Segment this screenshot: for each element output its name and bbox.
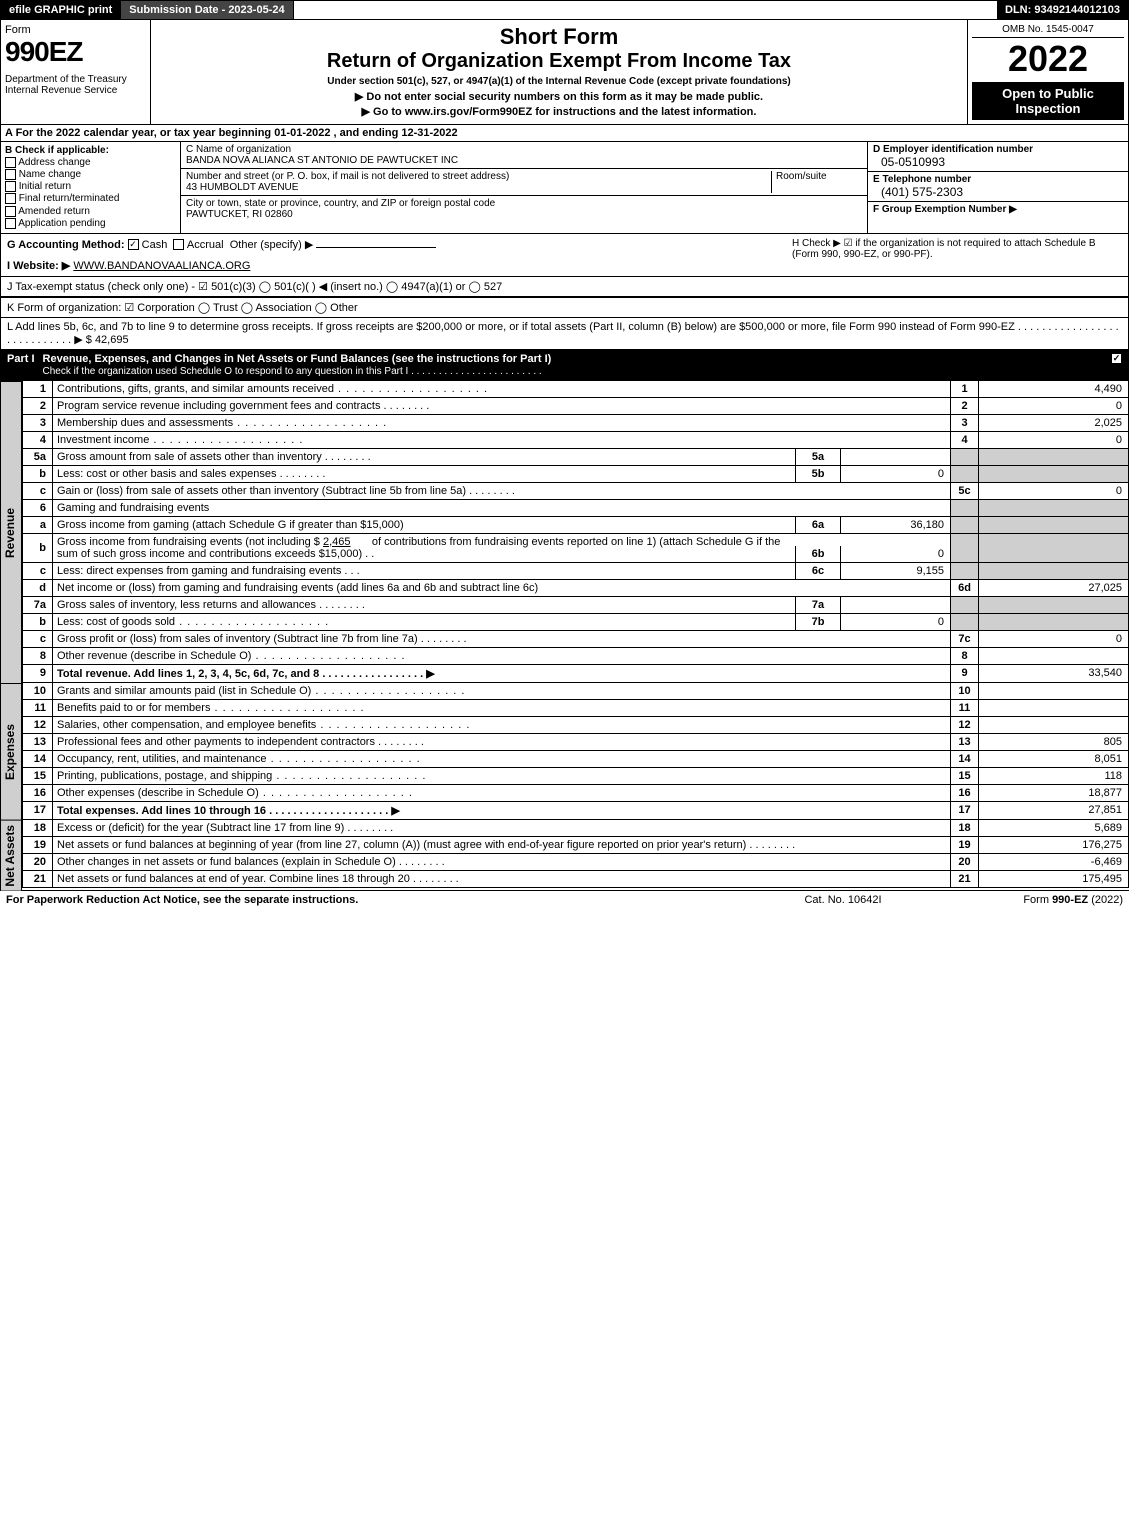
cb-cash[interactable] (128, 239, 139, 250)
val-14: 8,051 (979, 750, 1129, 767)
row-l: L Add lines 5b, 6c, and 7b to line 9 to … (0, 318, 1129, 350)
val-6b: 0 (840, 546, 950, 562)
form-label: Form (5, 24, 146, 36)
ssn-note: ▶ Do not enter social security numbers o… (157, 90, 961, 103)
footer-right: Form 990-EZ (2022) (943, 894, 1123, 906)
val-5b: 0 (840, 466, 950, 482)
revenue-table: 1Contributions, gifts, grants, and simil… (22, 381, 1129, 683)
val-21: 175,495 (979, 870, 1129, 887)
goto-note: ▶ Go to www.irs.gov/Form990EZ for instru… (157, 105, 961, 118)
short-form-title: Short Form (157, 24, 961, 50)
tax-year: 2022 (972, 38, 1124, 80)
val-18: 5,689 (979, 820, 1129, 837)
val-9: 33,540 (979, 664, 1129, 682)
form-number: 990EZ (5, 36, 146, 68)
val-4: 0 (979, 431, 1129, 448)
i-label: I Website: ▶ (7, 260, 70, 272)
expenses-sidebar: Expenses (0, 683, 22, 820)
val-10 (979, 683, 1129, 700)
room-label: Room/suite (772, 171, 862, 193)
val-12 (979, 716, 1129, 733)
expenses-table: 10Grants and similar amounts paid (list … (22, 683, 1129, 820)
street-label: Number and street (or P. O. box, if mail… (186, 171, 509, 182)
form-header: Form 990EZ Department of the Treasury In… (0, 20, 1129, 125)
val-17: 27,851 (979, 801, 1129, 819)
department: Department of the Treasury Internal Reve… (5, 74, 146, 96)
city-label: City or town, state or province, country… (186, 198, 495, 209)
val-15: 118 (979, 767, 1129, 784)
footer-left: For Paperwork Reduction Act Notice, see … (6, 894, 743, 906)
val-11 (979, 699, 1129, 716)
block-g-h: G Accounting Method: Cash Accrual Other … (0, 234, 1129, 277)
cb-application-pending[interactable]: Application pending (5, 218, 176, 229)
submission-date: Submission Date - 2023-05-24 (121, 1, 293, 19)
val-7b: 0 (840, 614, 950, 630)
part-1-label: Part I (7, 353, 43, 377)
section-b-thru-f: B Check if applicable: Address change Na… (0, 142, 1129, 234)
part-1-sub: Check if the organization used Schedule … (43, 366, 542, 377)
revenue-sidebar: Revenue (0, 381, 22, 683)
cb-accrual[interactable] (173, 239, 184, 250)
row-j: J Tax-exempt status (check only one) - ☑… (0, 277, 1129, 297)
omb-number: OMB No. 1545-0047 (972, 24, 1124, 38)
other-specify[interactable] (316, 247, 436, 248)
efile-label[interactable]: efile GRAPHIC print (1, 1, 121, 19)
e-label: E Telephone number (873, 174, 971, 185)
val-20: -6,469 (979, 853, 1129, 870)
part-1-checkbox[interactable] (1111, 353, 1122, 364)
c-name-label: C Name of organization (186, 144, 291, 155)
val-6c: 9,155 (840, 563, 950, 579)
val-6a: 36,180 (840, 517, 950, 533)
row-k: K Form of organization: ☑ Corporation ◯ … (0, 297, 1129, 318)
dln: DLN: 93492144012103 (997, 1, 1128, 19)
d-label: D Employer identification number (873, 144, 1033, 155)
website[interactable]: WWW.BANDANOVAALIANCA.ORG (73, 260, 250, 272)
org-name: BANDA NOVA ALIANCA ST ANTONIO DE PAWTUCK… (186, 155, 458, 166)
part-1-header: Part I Revenue, Expenses, and Changes in… (0, 350, 1129, 381)
cb-initial-return[interactable]: Initial return (5, 181, 176, 192)
l-value: 42,695 (95, 334, 129, 346)
val-7c: 0 (979, 630, 1129, 647)
ein: 05-0510993 (873, 155, 1123, 169)
page-footer: For Paperwork Reduction Act Notice, see … (0, 890, 1129, 909)
netassets-table: 18Excess or (deficit) for the year (Subt… (22, 820, 1129, 888)
cb-address-change[interactable]: Address change (5, 157, 176, 168)
val-2: 0 (979, 397, 1129, 414)
phone: (401) 575-2303 (873, 185, 1123, 199)
cb-final-return[interactable]: Final return/terminated (5, 193, 176, 204)
footer-mid: Cat. No. 10642I (743, 894, 943, 906)
g-label: G Accounting Method: (7, 239, 128, 251)
h-text: H Check ▶ ☑ if the organization is not r… (792, 238, 1122, 272)
val-13: 805 (979, 733, 1129, 750)
top-bar: efile GRAPHIC print Submission Date - 20… (0, 0, 1129, 20)
val-1: 4,490 (979, 381, 1129, 398)
b-label: B Check if applicable: (5, 145, 176, 156)
row-a-calendar-year: A For the 2022 calendar year, or tax yea… (0, 125, 1129, 142)
col-c-org-info: C Name of organization BANDA NOVA ALIANC… (181, 142, 868, 233)
val-19: 176,275 (979, 836, 1129, 853)
f-label: F Group Exemption Number ▶ (873, 204, 1017, 215)
under-section: Under section 501(c), 527, or 4947(a)(1)… (157, 76, 961, 87)
part-1-title: Revenue, Expenses, and Changes in Net As… (43, 353, 552, 365)
val-5c: 0 (979, 482, 1129, 499)
col-b-checkboxes: B Check if applicable: Address change Na… (1, 142, 181, 233)
val-8 (979, 647, 1129, 664)
cb-amended[interactable]: Amended return (5, 206, 176, 217)
street: 43 HUMBOLDT AVENUE (186, 182, 298, 193)
cb-name-change[interactable]: Name change (5, 169, 176, 180)
open-inspection: Open to Public Inspection (972, 82, 1124, 120)
col-d-e-f: D Employer identification number05-05109… (868, 142, 1128, 233)
val-6d: 27,025 (979, 579, 1129, 596)
val-3: 2,025 (979, 414, 1129, 431)
city: PAWTUCKET, RI 02860 (186, 209, 293, 220)
return-title: Return of Organization Exempt From Incom… (157, 50, 961, 73)
val-16: 18,877 (979, 784, 1129, 801)
netassets-sidebar: Net Assets (0, 820, 22, 891)
